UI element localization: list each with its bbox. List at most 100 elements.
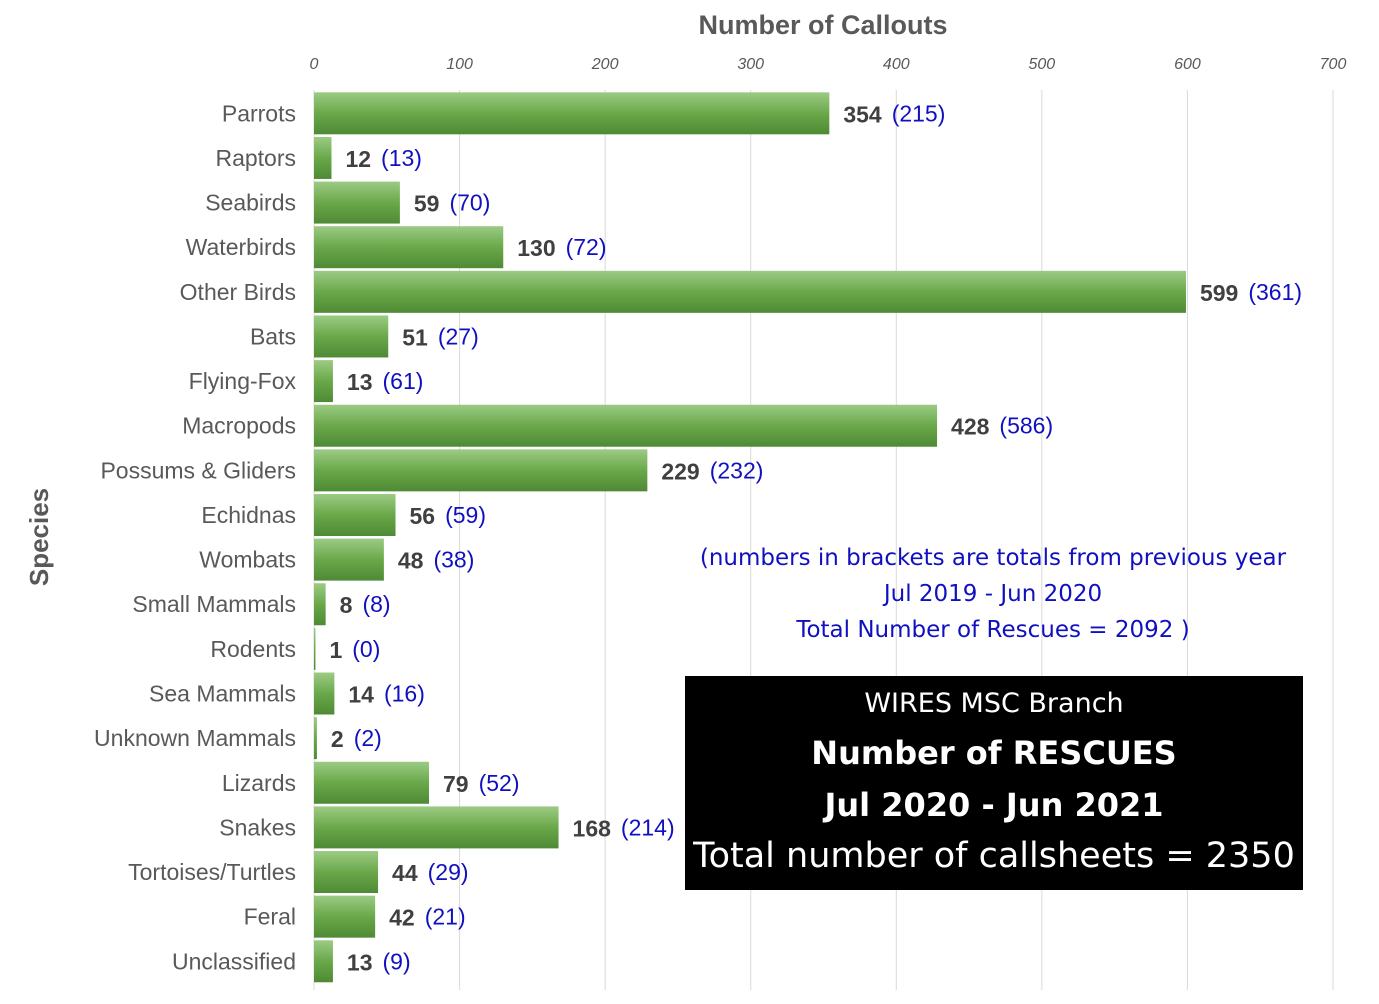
title-box-total: Total number of callsheets = 2350 xyxy=(693,836,1295,876)
category-label: Unknown Mammals xyxy=(94,725,296,751)
bar xyxy=(314,538,384,581)
category-label: Macropods xyxy=(182,413,296,439)
value-label: 59 xyxy=(414,191,440,217)
x-tick-label: 500 xyxy=(1029,56,1056,73)
x-tick-label: 600 xyxy=(1174,56,1201,73)
value-label: 229 xyxy=(661,458,699,484)
category-label: Wombats xyxy=(199,547,296,573)
value-label: 130 xyxy=(517,235,555,261)
category-label: Small Mammals xyxy=(132,591,296,617)
value-label: 56 xyxy=(410,503,436,529)
bar xyxy=(314,627,316,670)
previous-year-label: (215) xyxy=(892,100,946,126)
previous-year-label: (0) xyxy=(352,636,380,662)
x-tick-label: 700 xyxy=(1320,56,1347,73)
category-label: Snakes xyxy=(219,814,296,840)
previous-year-label: (2) xyxy=(354,725,382,751)
title-box-heading: Number of RESCUES xyxy=(811,734,1177,772)
category-label: Flying-Fox xyxy=(189,368,297,394)
previous-year-label: (61) xyxy=(383,368,424,394)
value-label: 79 xyxy=(443,771,469,797)
category-label: Possums & Gliders xyxy=(100,457,296,483)
previous-year-label: (9) xyxy=(383,948,411,974)
previous-year-label: (52) xyxy=(479,770,520,796)
bar xyxy=(314,181,400,224)
bar xyxy=(314,940,333,983)
category-label: Bats xyxy=(250,323,296,349)
value-label: 51 xyxy=(402,324,428,350)
value-label: 48 xyxy=(398,548,424,574)
x-tick-label: 200 xyxy=(591,56,619,73)
title-box-period: Jul 2020 - Jun 2021 xyxy=(824,786,1164,824)
category-label: Seabirds xyxy=(205,190,296,216)
previous-year-label: (13) xyxy=(381,145,422,171)
value-label: 354 xyxy=(843,101,882,127)
value-label: 44 xyxy=(392,860,418,886)
previous-year-label: (21) xyxy=(425,904,466,930)
previous-year-label: (586) xyxy=(999,413,1053,439)
annotation-line-1: (numbers in brackets are totals from pre… xyxy=(699,545,1287,571)
previous-year-label: (214) xyxy=(621,814,675,840)
x-tick-label: 300 xyxy=(737,56,764,73)
previous-year-label: (361) xyxy=(1248,279,1302,305)
value-label: 42 xyxy=(389,905,415,931)
category-label: Tortoises/Turtles xyxy=(128,859,296,885)
previous-year-label: (27) xyxy=(438,323,479,349)
category-label: Waterbirds xyxy=(186,234,296,260)
category-label: Raptors xyxy=(215,145,296,171)
bar xyxy=(314,895,376,938)
bar xyxy=(314,360,333,403)
annotation-line-2: Jul 2019 - Jun 2020 xyxy=(883,581,1103,607)
category-label: Other Birds xyxy=(180,279,296,305)
bar xyxy=(314,92,830,135)
value-label: 13 xyxy=(347,369,373,395)
x-tick-label: 100 xyxy=(446,56,473,73)
previous-year-label: (72) xyxy=(566,234,607,260)
bar xyxy=(314,449,648,492)
value-label: 599 xyxy=(1200,280,1238,306)
bar xyxy=(314,270,1186,313)
value-label: 428 xyxy=(951,414,990,440)
title-box-branch: WIRES MSC Branch xyxy=(864,688,1124,719)
value-label: 14 xyxy=(348,682,374,708)
previous-year-label: (38) xyxy=(433,547,474,573)
bar xyxy=(314,672,335,715)
bar xyxy=(314,717,317,760)
x-tick-label: 0 xyxy=(310,56,319,73)
title-box: WIRES MSC Branch Number of RESCUES Jul 2… xyxy=(685,676,1303,890)
previous-year-label: (8) xyxy=(362,591,390,617)
bar xyxy=(314,806,559,849)
value-label: 8 xyxy=(340,592,353,618)
annotation-line-3: Total Number of Rescues = 2092 ) xyxy=(796,617,1190,643)
previous-year-label: (59) xyxy=(445,502,486,528)
bar xyxy=(314,583,326,626)
value-label: 168 xyxy=(573,815,612,841)
category-label: Lizards xyxy=(222,770,296,796)
bar xyxy=(314,226,504,269)
previous-year-label: (29) xyxy=(428,859,469,885)
bar xyxy=(314,493,396,536)
bar xyxy=(314,851,379,894)
category-label: Echidnas xyxy=(201,502,296,528)
previous-year-label: (16) xyxy=(384,681,425,707)
category-label: Feral xyxy=(244,904,296,930)
previous-year-label: (232) xyxy=(710,457,764,483)
x-tick-label: 400 xyxy=(883,56,910,73)
bar xyxy=(314,404,938,447)
value-label: 13 xyxy=(347,949,373,975)
value-label: 1 xyxy=(329,637,342,663)
bar xyxy=(314,761,430,804)
bar xyxy=(314,136,332,179)
category-label: Parrots xyxy=(222,100,296,126)
value-label: 2 xyxy=(331,726,344,752)
category-label: Sea Mammals xyxy=(149,681,296,707)
category-label: Unclassified xyxy=(172,948,296,974)
x-axis-title: Number of Callouts xyxy=(698,10,947,40)
value-label: 12 xyxy=(345,146,371,172)
category-label: Rodents xyxy=(210,636,296,662)
y-axis-title: Species xyxy=(24,488,54,586)
previous-year-label: (70) xyxy=(449,190,490,216)
bar xyxy=(314,315,389,358)
